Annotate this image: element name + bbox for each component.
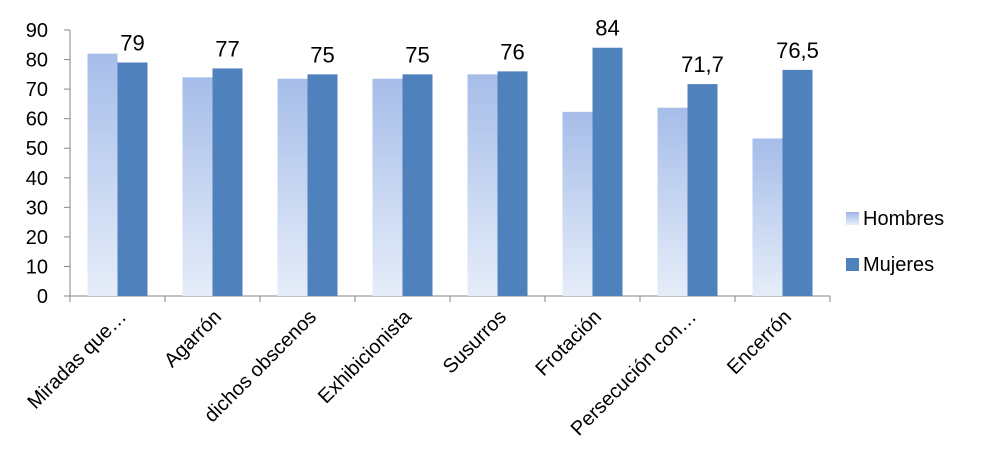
y-tick-label: 60 — [26, 109, 48, 131]
data-label-mujeres: 79 — [120, 31, 144, 56]
data-label-mujeres: 75 — [405, 42, 429, 67]
legend-swatch-mujeres — [846, 258, 859, 271]
y-tick-label: 70 — [26, 79, 48, 101]
y-tick-label: 40 — [26, 168, 48, 190]
y-tick-label: 20 — [26, 227, 48, 249]
category-label: Agarrón — [160, 306, 226, 372]
y-tick-label: 30 — [26, 197, 48, 219]
legend-swatch-hombres — [846, 212, 859, 225]
legend-label-mujeres: Mujeres — [863, 254, 934, 276]
bar-hombres-3 — [277, 78, 308, 297]
bar-mujeres-1 — [117, 62, 148, 297]
category-label: Susurros — [439, 306, 511, 378]
legend: Hombres Mujeres — [846, 208, 944, 276]
bar-mujeres-8 — [782, 69, 813, 297]
bar-mujeres-3 — [307, 74, 338, 296]
y-tick-label: 0 — [37, 286, 48, 308]
data-label-mujeres: 77 — [215, 36, 239, 61]
bars — [87, 47, 813, 297]
y-tick-label: 80 — [26, 50, 48, 72]
y-tick-label: 10 — [26, 256, 48, 278]
bar-mujeres-4 — [402, 74, 433, 296]
category-label: Miradas que… — [24, 306, 132, 414]
data-label-mujeres: 84 — [595, 16, 619, 41]
data-label-mujeres: 71,7 — [681, 52, 724, 77]
bar-mujeres-7 — [687, 84, 718, 296]
bar-mujeres-2 — [212, 68, 243, 296]
data-label-mujeres: 76 — [500, 39, 524, 64]
category-label: Frotación — [532, 306, 607, 381]
y-axis: 0 10 20 30 40 50 60 70 80 90 — [26, 20, 71, 308]
legend-label-hombres: Hombres — [863, 208, 944, 230]
bar-hombres-2 — [182, 77, 213, 297]
category-label: Exhibicionista — [314, 305, 417, 408]
bar-mujeres-5 — [497, 71, 528, 296]
bar-hombres-8 — [752, 138, 783, 296]
data-labels: 79 77 75 75 76 84 71,7 76,5 — [120, 16, 819, 77]
category-label: Encerrón — [723, 306, 796, 379]
bar-hombres-7 — [657, 107, 688, 296]
bar-hombres-1 — [87, 53, 118, 297]
x-axis — [69, 295, 831, 302]
y-tick-label: 90 — [26, 20, 48, 42]
data-label-mujeres: 75 — [310, 42, 334, 67]
data-label-mujeres: 76,5 — [776, 38, 819, 63]
bar-hombres-4 — [372, 78, 403, 297]
y-tick-label: 50 — [26, 138, 48, 160]
bar-hombres-5 — [467, 74, 498, 296]
bar-hombres-6 — [562, 111, 593, 296]
bar-mujeres-6 — [592, 47, 623, 296]
